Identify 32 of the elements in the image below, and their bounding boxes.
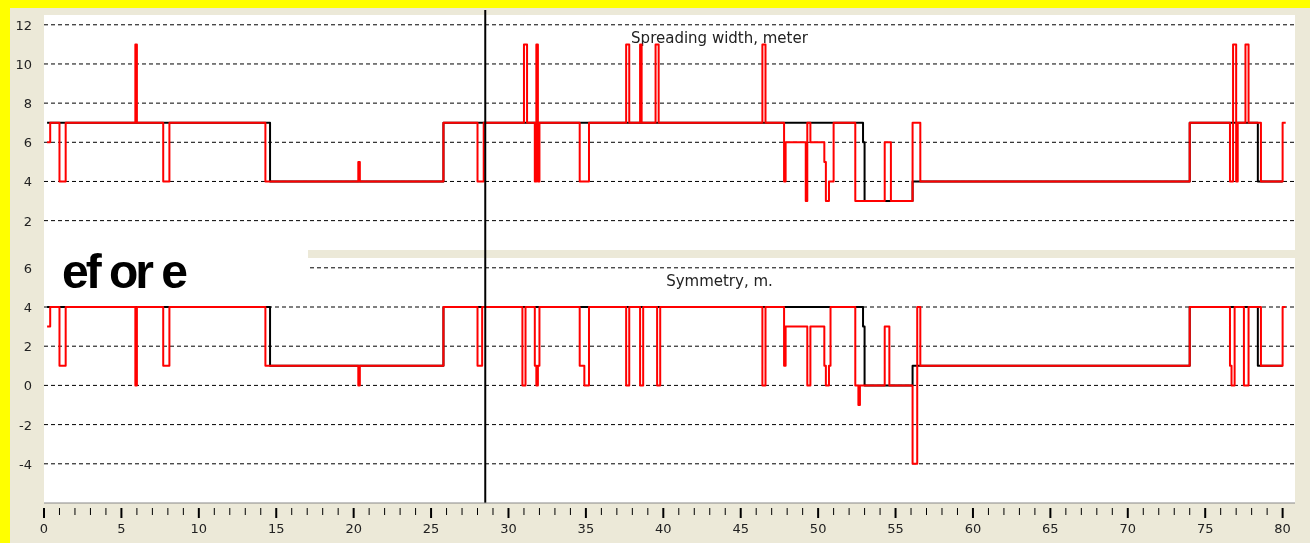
y-tick-label: 4 [23, 300, 32, 315]
x-tick-label: 25 [422, 521, 440, 536]
x-tick-label: 30 [500, 521, 517, 536]
x-tick-label: 35 [577, 521, 595, 536]
x-tick-label: 10 [190, 521, 208, 536]
annotation: ef or e [62, 245, 188, 298]
y-tick-label: 2 [23, 339, 32, 355]
x-tick-label: 55 [887, 521, 904, 536]
x-tick-label: 65 [1042, 521, 1059, 536]
x-tick-label: 50 [809, 521, 827, 536]
x-tick-label: 20 [345, 521, 362, 536]
y-tick-label: 6 [23, 260, 32, 276]
x-tick-label: 45 [732, 521, 749, 536]
x-tick-label: 70 [1119, 521, 1137, 536]
y-tick-label: 0 [23, 378, 32, 394]
text: Symmetry, m. [666, 272, 773, 290]
x-tick-label: 75 [1196, 521, 1214, 536]
x-tick-label: 5 [117, 521, 126, 536]
y-tick-label: -2 [19, 417, 32, 433]
x-tick-label: 80 [1274, 521, 1291, 536]
text: Spreading width, meter [631, 29, 809, 47]
x-tick-label: 0 [39, 521, 49, 536]
y-tick-label: 2 [23, 213, 32, 229]
y-tick-label: 12 [15, 17, 32, 33]
y-tick-label: 4 [23, 174, 32, 190]
y-tick-label: -4 [19, 456, 32, 472]
y-tick-label: 8 [23, 96, 32, 112]
x-tick-label: 60 [964, 521, 982, 536]
x-tick-label: 40 [655, 521, 672, 536]
y-tick-label: 10 [15, 56, 32, 72]
y-tick-label: 6 [23, 135, 32, 151]
x-tick-label: 15 [267, 521, 285, 536]
